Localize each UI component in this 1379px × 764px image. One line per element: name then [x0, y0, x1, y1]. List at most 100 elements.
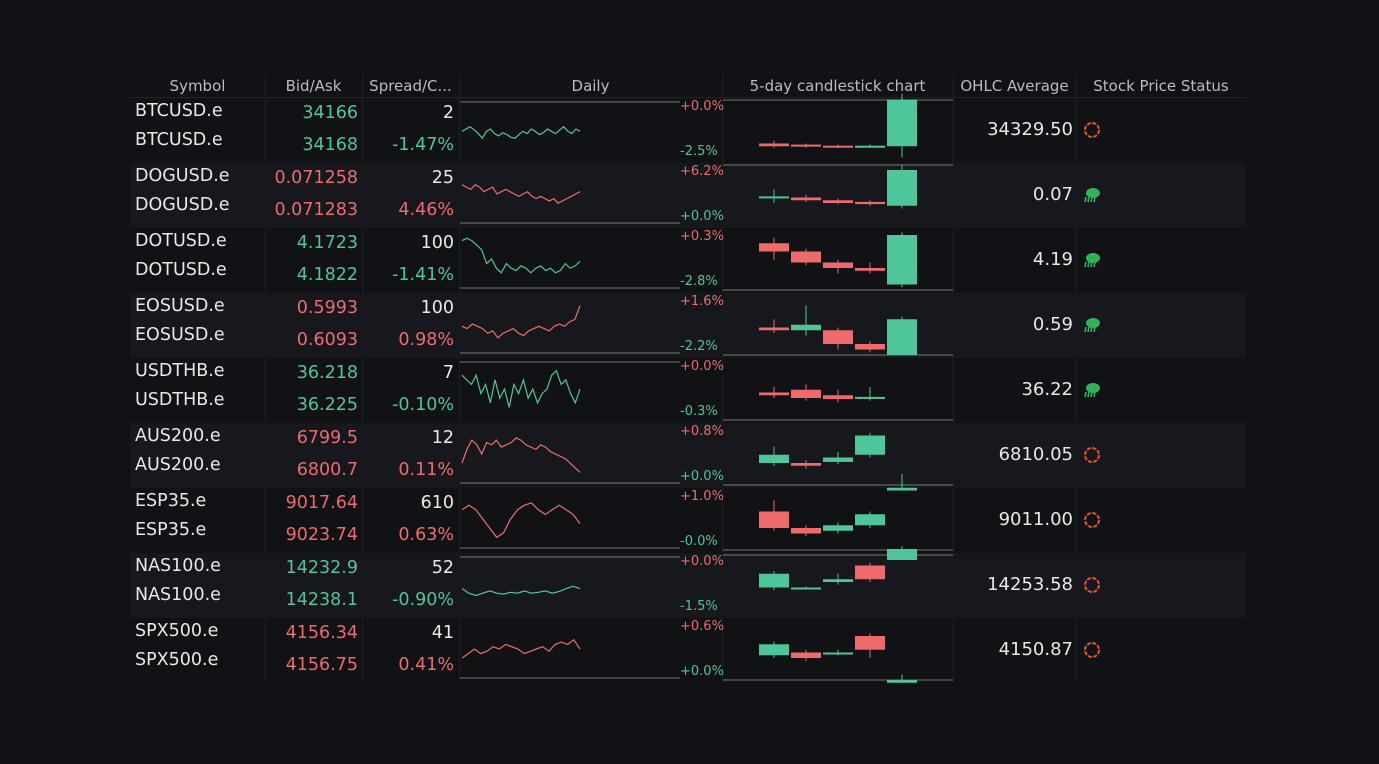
pct-bottom-label: -2.5%	[680, 144, 718, 159]
candle-body	[855, 268, 885, 271]
symbol-label: DOTUSD.e	[135, 260, 227, 280]
candle-body	[791, 324, 821, 331]
candle-body	[759, 143, 789, 147]
table-row[interactable]: BTCUSD.e BTCUSD.e 34166 34168 2 -1.47% +0.0% -2…	[130, 94, 1246, 163]
bid-price: 4156.34	[285, 623, 358, 643]
ohlc-average: 0.59	[1032, 314, 1073, 335]
candlestick-chart	[723, 432, 953, 491]
bid-price: 6799.5	[296, 428, 358, 448]
candle-body	[823, 145, 853, 148]
symbol-label: SPX500.e	[135, 650, 219, 670]
change-percent: -0.10%	[392, 395, 454, 415]
bid-price: 0.071258	[274, 168, 358, 188]
ask-price: 14238.1	[285, 590, 358, 610]
pct-top-label: +0.6%	[680, 619, 724, 634]
candle-body	[823, 579, 853, 582]
sparkline-path	[461, 305, 581, 339]
table-row[interactable]: ESP35.e ESP35.e 9017.64 9023.74 610 0.63% +1.0…	[130, 488, 1246, 556]
table-row[interactable]: USDTHB.e USDTHB.e 36.218 36.225 7 -0.10% +0.0%…	[130, 358, 1246, 462]
change-percent: 4.46%	[398, 200, 454, 220]
ask-price: 4.1822	[296, 265, 358, 285]
pct-bottom-label: -0.3%	[680, 404, 718, 419]
circle-icon	[1084, 577, 1100, 593]
pct-top-label: +1.0%	[680, 489, 724, 504]
table-row[interactable]: DOTUSD.e DOTUSD.e 4.1723 4.1822 100 -1.41% +0.…	[130, 228, 1246, 293]
table-row[interactable]: SPX500.e SPX500.e 4156.34 4156.75 41 0.41% +0.…	[130, 618, 1246, 683]
pct-top-label: +6.2%	[680, 164, 724, 179]
daily-sparkline	[460, 101, 680, 140]
symbol-label: AUS200.e	[135, 426, 221, 446]
sparkline-path	[461, 125, 581, 140]
symbol-label: USDTHB.e	[135, 361, 225, 381]
candle-body	[887, 99, 917, 147]
spread-value: 100	[420, 298, 454, 318]
candle-body	[855, 145, 885, 148]
candle-body	[855, 636, 885, 650]
symbol-label: NAS100.e	[135, 556, 221, 576]
circle-icon	[1084, 512, 1100, 528]
candle-body	[855, 514, 885, 526]
bull-legs	[1084, 326, 1096, 333]
column-divider	[362, 74, 363, 682]
circle-shape	[1084, 577, 1100, 593]
table-row[interactable]: EOSUSD.e EOSUSD.e 0.5993 0.6093 100 0.98% +1.6…	[130, 293, 1246, 358]
candle-body	[823, 200, 853, 203]
bid-price: 4.1723	[296, 233, 358, 253]
table-row[interactable]: AUS200.e AUS200.e 6799.5 6800.7 12 0.11% +0.8%…	[130, 423, 1246, 491]
circle-shape	[1084, 122, 1100, 138]
candlestick-chart	[723, 500, 953, 556]
table-row[interactable]: NAS100.e NAS100.e 14232.9 14238.1 52 -0.90% +0…	[130, 546, 1246, 618]
candlestick-chart	[723, 384, 953, 462]
daily-sparkline	[460, 638, 680, 679]
candlestick-chart	[723, 546, 953, 591]
candle-body	[791, 528, 821, 534]
header-bid-ask[interactable]: Bid/Ask	[265, 74, 362, 98]
ask-price: 4156.75	[285, 655, 358, 675]
pct-bottom-label: -2.2%	[680, 339, 718, 354]
table-row[interactable]: DOGUSD.e DOGUSD.e 0.071258 0.071283 25 4.46% +…	[130, 163, 1246, 228]
ohlc-average: 36.22	[1021, 379, 1073, 400]
header-candlestick[interactable]: 5-day candlestick chart	[722, 74, 953, 98]
header-spread-change[interactable]: Spread/C...	[362, 74, 459, 98]
header-symbol[interactable]: Symbol	[130, 74, 265, 98]
column-divider	[459, 74, 460, 682]
bull-icon	[1084, 253, 1100, 268]
market-watch-table: Symbol Bid/Ask Spread/C... Daily 5-day candl…	[130, 74, 1246, 683]
candle-body	[887, 170, 917, 206]
change-percent: -1.41%	[392, 265, 454, 285]
spread-value: 610	[420, 493, 454, 513]
candle-body	[791, 197, 821, 201]
change-percent: -0.90%	[392, 590, 454, 610]
sparkline-path	[461, 502, 581, 539]
candle-body	[823, 652, 853, 655]
candle-body	[887, 319, 917, 355]
change-percent: -1.47%	[392, 135, 454, 155]
candle-body	[887, 680, 917, 683]
header-ohlc-average[interactable]: OHLC Average	[953, 74, 1076, 98]
pct-bottom-label: -0.0%	[680, 534, 718, 549]
circle-shape	[1084, 512, 1100, 528]
symbol-label: NAS100.e	[135, 585, 221, 605]
daily-sparkline	[460, 556, 680, 597]
candle-body	[759, 454, 789, 463]
candle-body	[887, 235, 917, 285]
spread-value: 25	[431, 168, 454, 188]
pct-top-label: +0.0%	[680, 359, 724, 374]
header-price-status[interactable]: Stock Price Status	[1076, 74, 1246, 98]
candle-body	[823, 262, 853, 268]
spread-value: 52	[431, 558, 454, 578]
symbol-label: DOGUSD.e	[135, 195, 230, 215]
ohlc-average: 9011.00	[998, 509, 1073, 530]
symbol-label: SPX500.e	[135, 621, 219, 641]
header-daily[interactable]: Daily	[459, 74, 722, 98]
bull-body	[1086, 253, 1100, 263]
candle-body	[887, 487, 917, 491]
candle-body	[855, 201, 885, 205]
ask-price: 36.225	[296, 395, 358, 415]
circle-shape	[1084, 642, 1100, 658]
bull-legs	[1084, 261, 1096, 268]
ohlc-average: 0.07	[1032, 184, 1073, 205]
bull-icon	[1084, 188, 1100, 203]
bull-legs	[1084, 391, 1096, 398]
daily-sparkline	[460, 361, 680, 408]
